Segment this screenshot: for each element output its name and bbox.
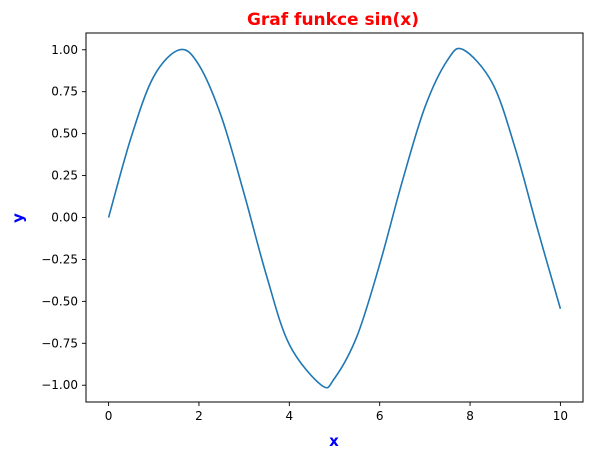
x-tick-label: 2 [195,409,203,423]
y-tick-label: −1.00 [41,378,78,392]
y-axis-label: y [9,213,27,223]
plot-area [85,32,584,403]
y-axis: 1.00 0.75 0.50 0.25 0.00 −0.25 −0.50 −0.75 −1.00 [41,43,86,392]
y-tick-label: −0.25 [41,252,78,266]
x-tick-label: 6 [376,409,384,423]
x-tick-label: 10 [553,409,568,423]
y-tick-label: 0.50 [51,127,78,141]
chart-title: Graf funkce sin(x) [247,10,419,30]
y-tick-label: 1.00 [51,43,78,57]
y-tick-label: −0.75 [41,336,78,350]
series-line-sin [107,47,562,389]
y-tick-label: 0.75 [51,85,78,99]
x-axis-label: x [329,432,339,450]
y-tick-label: −0.50 [41,294,78,308]
y-tick-label: 0.25 [51,169,78,183]
y-tick-label: 0.00 [51,211,78,225]
x-tick-label: 4 [285,409,293,423]
x-tick-label: 8 [466,409,474,423]
x-axis: 0 2 4 6 8 10 [105,402,568,423]
x-tick-label: 0 [105,409,113,423]
